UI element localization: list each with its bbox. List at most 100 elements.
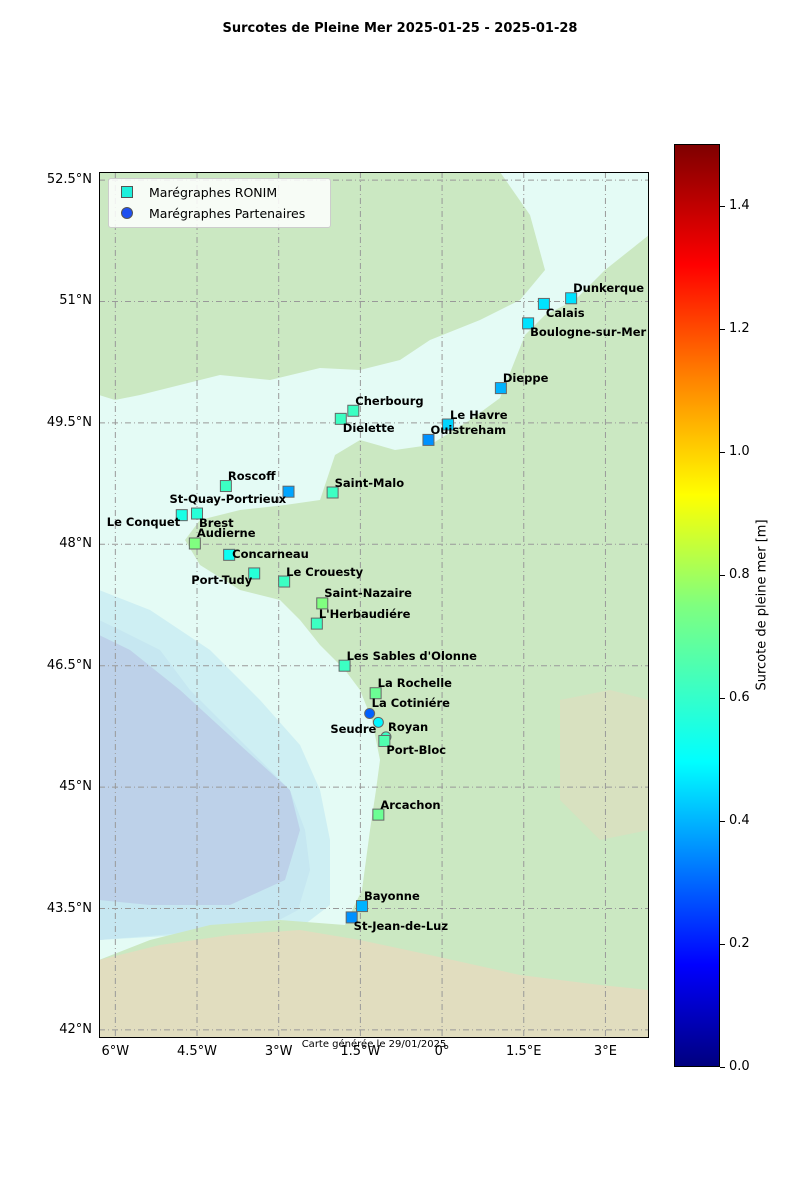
station-label: Concarneau [232, 546, 309, 561]
colorbar-tick-mark [720, 1067, 725, 1068]
colorbar-tick-mark [720, 574, 725, 576]
station-label: La Cotiniére [371, 696, 450, 711]
colorbar-tick-label: 0.0 [729, 1059, 750, 1074]
station-label: Arcachon [380, 797, 441, 812]
ronim-tide-gauge-marker [223, 548, 236, 561]
great-britain-land [99, 172, 545, 400]
station-label: Boulogne-sur-Mer [530, 325, 647, 340]
legend-item-ronim: Marégraphes RONIM [121, 185, 277, 201]
legend-item-partenaires: Marégraphes Partenaires [121, 206, 305, 222]
lon-tick-label: 1.5°W [340, 1044, 381, 1059]
station-label: Le Crouesty [286, 564, 364, 579]
colorbar-tick-mark [720, 451, 725, 453]
lat-tick-label: 51°N [59, 293, 92, 309]
ronim-tide-gauge-marker [282, 485, 295, 498]
ronim-tide-gauge-marker [219, 480, 232, 493]
massif-relief [560, 690, 649, 840]
circle-marker-icon [121, 207, 133, 222]
square-marker-icon [121, 186, 133, 201]
ronim-tide-gauge-marker [175, 509, 188, 522]
station-label: Dieppe [502, 371, 549, 386]
ronim-tide-gauge-marker [422, 433, 435, 446]
pyrenees-relief [99, 930, 649, 1038]
ronim-tide-gauge-marker [338, 659, 351, 672]
lat-tick-label: 48°N [59, 536, 92, 552]
france-land [99, 172, 649, 1038]
station-label: La Rochelle [377, 676, 452, 691]
ronim-tide-gauge-marker [326, 486, 339, 499]
ronim-tide-gauge-marker [494, 382, 507, 395]
station-label: Dunkerque [573, 281, 645, 296]
partner-tide-gauge-marker [364, 707, 376, 719]
station-label: Les Sables d'Olonne [346, 648, 477, 663]
station-label: Port-Bloc [386, 742, 447, 757]
station-label: L'Herbaudiére [318, 606, 411, 621]
colorbar-tick-label: 1.4 [729, 197, 750, 213]
station-label: Roscoff [227, 469, 276, 484]
station-label: Saint-Nazaire [324, 586, 412, 601]
station-label: Le Conquet [106, 515, 181, 530]
lat-tick-label: 52.5°N [46, 172, 92, 188]
station-label: Royan [387, 719, 429, 734]
graticule-grid [99, 172, 649, 1038]
ronim-tide-gauge-marker [356, 900, 369, 913]
ronim-tide-gauge-marker [278, 575, 291, 588]
colorbar-tick-mark [720, 697, 725, 699]
lat-tick-label: 46.5°N [46, 657, 92, 673]
lon-tick-label: 6°W [101, 1044, 130, 1059]
colorbar-tick-label: 0.6 [729, 689, 750, 705]
colorbar-tick-mark [720, 943, 725, 945]
station-label: Seudre [330, 722, 377, 737]
ronim-tide-gauge-marker [378, 734, 391, 747]
figure-title: Surcotes de Pleine Mer 2025-01-25 - 2025… [222, 21, 578, 36]
legend-label-partenaires: Marégraphes Partenaires [149, 206, 306, 221]
station-markers [175, 292, 578, 924]
ronim-tide-gauge-marker [372, 808, 385, 821]
ronim-tide-gauge-marker [522, 317, 535, 330]
station-label: Port-Tudy [191, 573, 253, 588]
partner-tide-gauge-marker [372, 716, 384, 728]
lon-tick-label: 1.5°E [506, 1044, 542, 1059]
ronim-tide-gauge-marker [442, 418, 455, 431]
lat-tick-label: 43.5°N [46, 900, 92, 916]
station-label: Le Havre [450, 407, 508, 422]
ronim-tide-gauge-marker [345, 911, 358, 924]
colorbar-tick-label: 0.8 [729, 566, 750, 582]
station-label: Cherbourg [355, 393, 424, 408]
ronim-tide-gauge-marker [310, 617, 323, 630]
colorbar-tick-mark [720, 820, 725, 822]
lat-tick-label: 42°N [59, 1021, 92, 1037]
map-legend: Marégraphes RONIM Marégraphes Partenaire… [108, 178, 331, 228]
lon-tick-label: 3°W [264, 1044, 293, 1059]
station-label: Dielette [342, 420, 395, 435]
ronim-tide-gauge-marker [188, 537, 201, 550]
lon-tick-label: 0° [434, 1044, 450, 1059]
colorbar-tick-label: 1.2 [729, 320, 750, 336]
generation-credit: Carte générée le 29/01/2025 [301, 1039, 447, 1050]
lon-tick-label: 4.5°W [177, 1044, 218, 1059]
colorbar-tick-mark [720, 205, 725, 207]
ronim-tide-gauge-marker [565, 292, 578, 305]
station-label: Saint-Malo [334, 475, 405, 490]
station-label: Bayonne [364, 889, 420, 904]
colorbar-tick-mark [720, 328, 725, 330]
colorbar-tick-label: 0.2 [729, 935, 750, 951]
ronim-tide-gauge-marker [369, 687, 382, 700]
shelf-area [99, 590, 330, 940]
colorbar-tick-label: 1.0 [729, 443, 750, 459]
station-label: St-Quay-Portrieux [169, 491, 287, 506]
colorbar [674, 144, 720, 1067]
station-label: St-Jean-de-Luz [353, 919, 449, 934]
ronim-tide-gauge-marker [334, 412, 347, 425]
ronim-tide-gauge-marker [191, 507, 204, 520]
ronim-tide-gauge-marker [316, 597, 329, 610]
colorbar-tick-label: 0.4 [729, 812, 750, 828]
station-label: Brest [199, 515, 234, 530]
ronim-tide-gauge-marker [248, 567, 261, 580]
station-label: Ouistreham [430, 422, 507, 437]
colorbar-label: Surcote de pleine mer [m] [754, 519, 770, 691]
station-label: Calais [545, 305, 585, 320]
station-label: Audierne [196, 526, 256, 541]
ronim-tide-gauge-marker [347, 404, 360, 417]
ronim-tide-gauge-marker [537, 297, 550, 310]
